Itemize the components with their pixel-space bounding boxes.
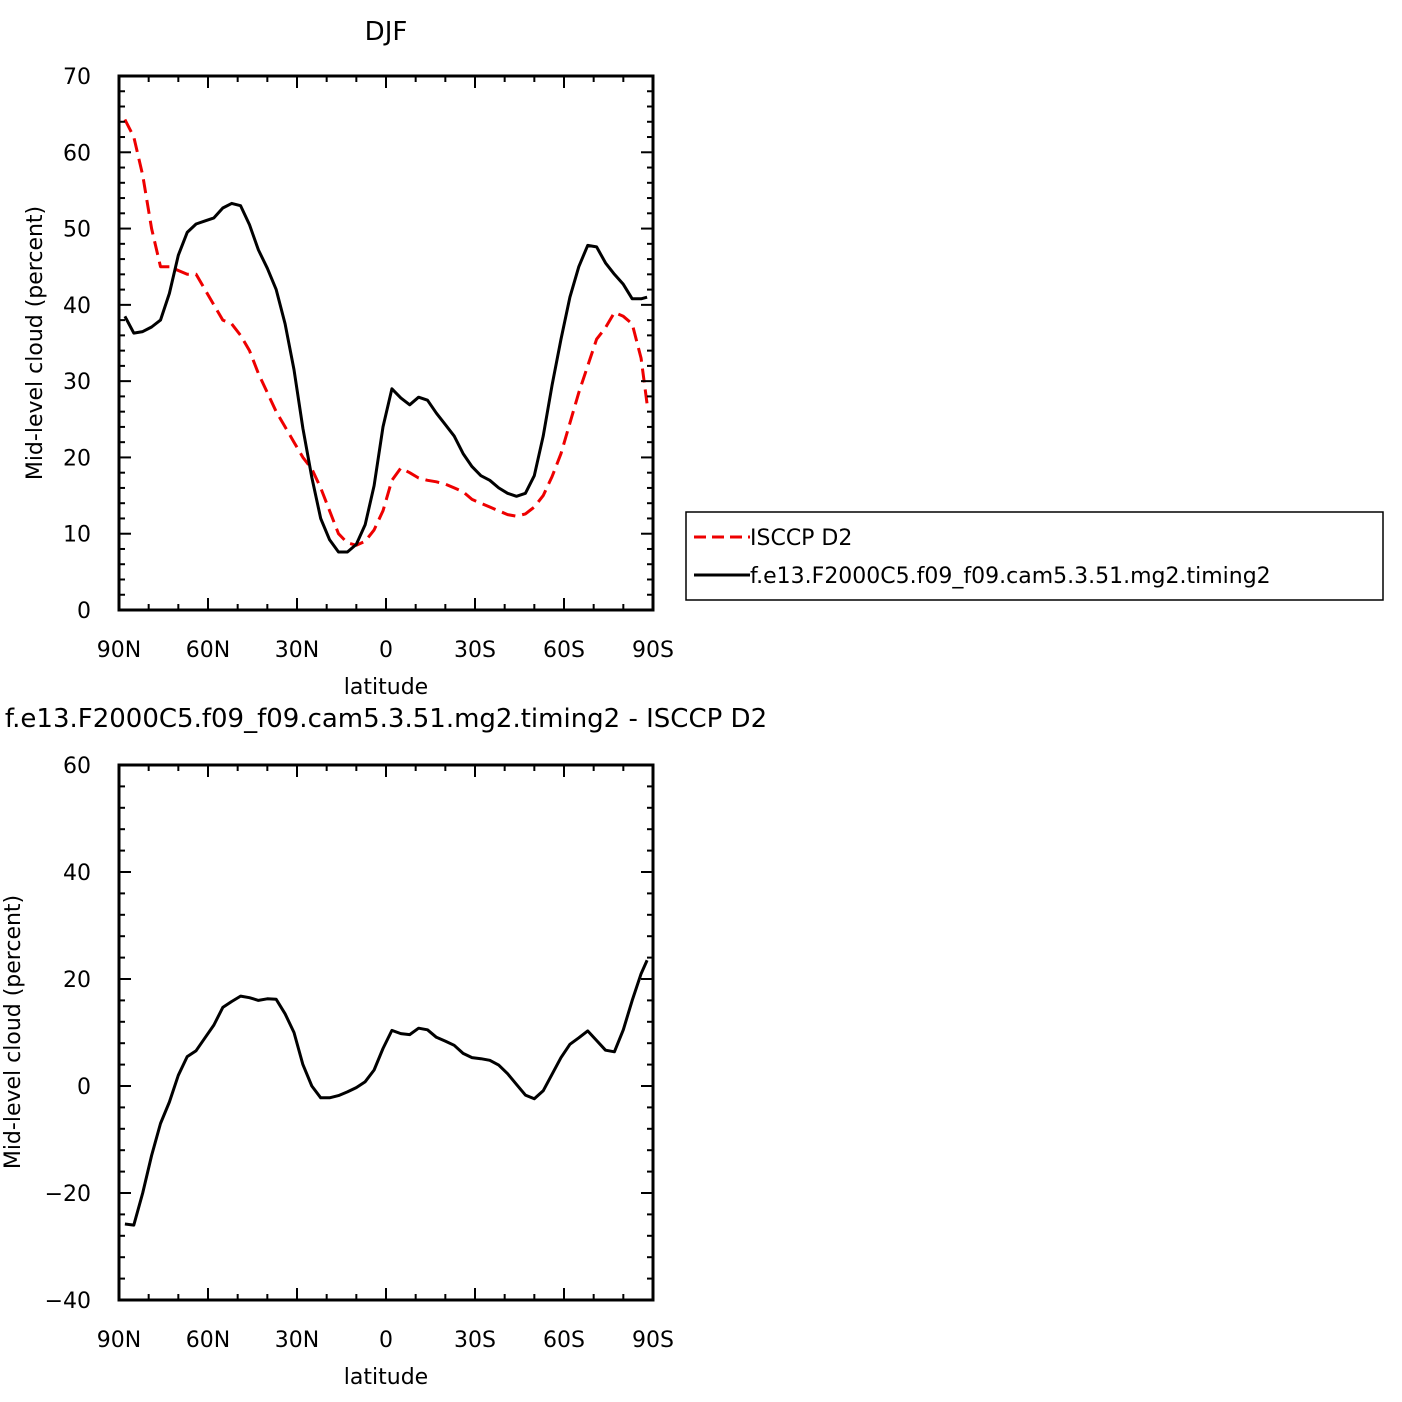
top-plot-frame	[117, 74, 655, 612]
top-y-tick-label: 40	[63, 294, 91, 319]
top-x-tick-label: 30N	[275, 638, 319, 663]
top-y-tick-label: 20	[63, 446, 91, 471]
legend: ISCCP D2 f.e13.F2000C5.f09_f09.cam5.3.51…	[685, 511, 1384, 601]
legend-label-isccp: ISCCP D2	[750, 526, 852, 551]
bottom-y-tick-label: 20	[63, 968, 91, 993]
top-x-tick-label: 30S	[454, 638, 496, 663]
top-series-line-0	[123, 118, 649, 547]
top-y-tick-label: 60	[63, 141, 91, 166]
top-series-layer	[123, 118, 649, 554]
legend-box	[685, 511, 1384, 601]
bottom-y-axis-label: Mid-level cloud (percent)	[1, 895, 26, 1169]
bottom-axes-layer: 90N 60N 30N 0 30S 60S 90S −40 −20 0 20 40 60	[45, 754, 674, 1353]
top-y-axis-label: Mid-level cloud (percent)	[23, 206, 48, 480]
bottom-y-tick-label: −40	[45, 1289, 91, 1314]
top-axes-layer: 90N 60N 30N 0 30S 60S 90S 0 10 20 30 40 50 60 70	[63, 65, 674, 663]
bottom-x-tick-label: 60N	[186, 1328, 230, 1353]
top-y-tick-label: 50	[63, 218, 91, 243]
bottom-x-tick-label: 90S	[632, 1328, 674, 1353]
top-x-tick-label: 90S	[632, 638, 674, 663]
top-x-tick-label: 90N	[97, 638, 141, 663]
bottom-x-axis-label: latitude	[344, 1365, 428, 1390]
top-y-tick-label: 10	[63, 523, 91, 548]
bottom-x-tick-label: 30N	[275, 1328, 319, 1353]
bottom-panel: f.e13.F2000C5.f09_f09.cam5.3.51.mg2.timi…	[1, 704, 767, 1390]
bottom-y-tick-label: 0	[77, 1075, 91, 1100]
top-x-tick-label: 0	[379, 638, 393, 663]
top-panel: DJF 90N 60N 30N 0 30S 60S 90S 0 10 20 30 40 50 60 70 l…	[23, 17, 1384, 700]
bottom-y-tick-label: −20	[45, 1182, 91, 1207]
bottom-x-tick-label: 0	[379, 1328, 393, 1353]
top-x-axis-label: latitude	[344, 675, 428, 700]
top-chart-title: DJF	[365, 17, 408, 47]
top-series-line-1	[123, 201, 648, 554]
bottom-y-tick-label: 40	[63, 861, 91, 886]
top-y-tick-label: 70	[63, 65, 91, 90]
top-x-tick-label: 60S	[543, 638, 585, 663]
legend-label-model: f.e13.F2000C5.f09_f09.cam5.3.51.mg2.timi…	[750, 564, 1271, 589]
bottom-x-tick-label: 60S	[543, 1328, 585, 1353]
top-y-tick-label: 30	[63, 370, 91, 395]
bottom-series-line-0	[124, 959, 649, 1227]
top-y-tick-label: 0	[77, 599, 91, 624]
bottom-x-tick-label: 30S	[454, 1328, 496, 1353]
top-x-tick-label: 60N	[186, 638, 230, 663]
bottom-y-tick-label: 60	[63, 754, 91, 779]
bottom-plot-frame	[117, 763, 655, 1302]
bottom-series-layer	[124, 959, 649, 1227]
bottom-chart-title: f.e13.F2000C5.f09_f09.cam5.3.51.mg2.timi…	[5, 704, 767, 734]
bottom-x-tick-label: 90N	[97, 1328, 141, 1353]
